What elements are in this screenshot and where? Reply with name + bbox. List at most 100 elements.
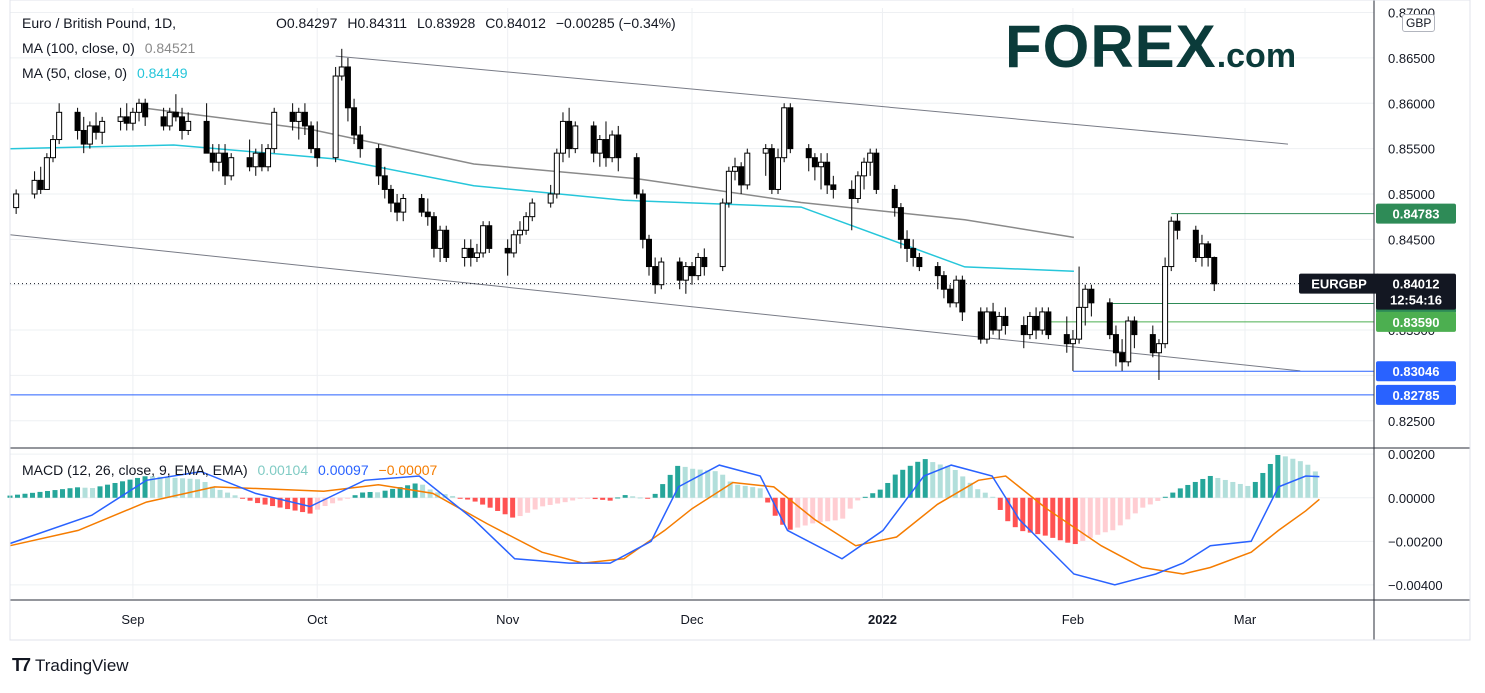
macd-hist-bar [915, 461, 921, 498]
candle-body [43, 157, 50, 190]
candle-body [1002, 315, 1009, 327]
macd-hist-bar [1140, 497, 1146, 508]
candle [602, 121, 609, 167]
candle [172, 94, 179, 122]
macd-hist-bar [825, 497, 831, 522]
candle [166, 107, 173, 131]
macd-hist-bar [255, 497, 261, 504]
candle-body [185, 120, 192, 131]
candle [609, 130, 616, 163]
macd-hist-bar [472, 497, 478, 502]
candle-body [762, 148, 769, 154]
macd-hist-bar [555, 497, 561, 504]
candle-body [572, 125, 579, 150]
candle [516, 221, 523, 244]
candle-body [357, 134, 364, 150]
candle-body [1211, 256, 1218, 285]
macd-hist-bar [367, 491, 373, 498]
candle-body [443, 229, 450, 258]
candle [185, 112, 192, 136]
candle-body [80, 129, 87, 145]
macd-hist-bar [585, 497, 591, 499]
level-tag: 0.83590 [1393, 315, 1440, 330]
candle-body [977, 311, 984, 340]
macd-hist-bar [1230, 481, 1236, 498]
macd-hist-bar [877, 489, 883, 498]
date-tick-label: Sep [121, 612, 144, 627]
candle-body [873, 152, 880, 190]
candle [572, 121, 579, 154]
ma100-legend[interactable]: MA (100, close, 0) 0.84521 [22, 40, 201, 56]
macd-hist-bar [120, 481, 126, 498]
candle-body [566, 120, 573, 150]
macd-hist-bar [1260, 472, 1266, 498]
candle-body [602, 139, 609, 159]
level-tag: 0.82785 [1393, 388, 1440, 403]
currency-badge[interactable]: GBP [1402, 14, 1436, 32]
symbol-title[interactable]: Euro / British Pound, 1D, [22, 15, 177, 31]
candle-body [645, 238, 652, 268]
ma50-legend[interactable]: MA (50, close, 0) 0.84149 [22, 65, 194, 81]
candle [215, 144, 222, 172]
candle-body [529, 202, 536, 218]
candle-body [473, 252, 480, 258]
macd-hist-bar [1185, 484, 1191, 498]
macd-hist-bar [780, 497, 786, 525]
macd-hist-bar [1005, 497, 1011, 522]
candle [897, 203, 904, 249]
candle [289, 103, 296, 131]
candle [209, 144, 216, 172]
macd-hist-bar [487, 497, 493, 508]
macd-hist-bar [922, 459, 928, 498]
candle [848, 180, 855, 231]
macd-hist-bar [1245, 485, 1251, 498]
candle [983, 307, 990, 344]
candle-body [31, 179, 38, 195]
candle-body [203, 120, 210, 154]
candle [13, 189, 20, 214]
candle [529, 198, 536, 222]
candle-body [99, 120, 106, 133]
candle-body [1168, 220, 1175, 268]
macd-hist-bar [112, 482, 118, 498]
tradingview-footer[interactable]: T7 TradingView [12, 655, 129, 676]
candle-body [1119, 352, 1126, 363]
candle-body [516, 229, 523, 236]
macd-legend[interactable]: MACD (12, 26, close, 9, EMA, EMA) 0.0010… [22, 462, 443, 478]
candle-body [461, 247, 468, 258]
candle-body [50, 139, 57, 159]
macd-line-value: 0.00097 [318, 462, 369, 478]
candle-body [904, 238, 911, 249]
candle-body [351, 107, 358, 136]
candle [381, 166, 388, 199]
candle-body [74, 111, 81, 131]
macd-hist-bar [232, 495, 238, 498]
candle [566, 107, 573, 158]
channel-lines [9, 55, 1301, 372]
candle [940, 271, 947, 299]
level-tag-bg [1376, 311, 1456, 332]
candle-body [953, 279, 960, 304]
macd-hist-bar [1170, 492, 1176, 498]
candle [781, 103, 788, 163]
macd-hist-bar [960, 476, 966, 498]
candle [953, 275, 960, 308]
ohlc-close: C0.84012 [485, 15, 546, 31]
candle [818, 153, 825, 190]
macd-hist-bar [652, 493, 658, 498]
macd-hist-bar [885, 482, 891, 498]
macd-hist-bar [847, 497, 853, 509]
candle [504, 239, 511, 276]
candle-body [480, 225, 487, 254]
candle-body [824, 161, 831, 186]
moving-averages [9, 107, 1075, 272]
candle [265, 144, 272, 172]
candle [37, 166, 44, 194]
macd-hist-bar [952, 470, 958, 498]
candle-body [1155, 343, 1162, 354]
candle [338, 48, 345, 81]
macd-hist-bar [225, 492, 231, 498]
candle-body [228, 157, 235, 177]
ma100-label: MA (100, close, 0) [22, 40, 135, 56]
